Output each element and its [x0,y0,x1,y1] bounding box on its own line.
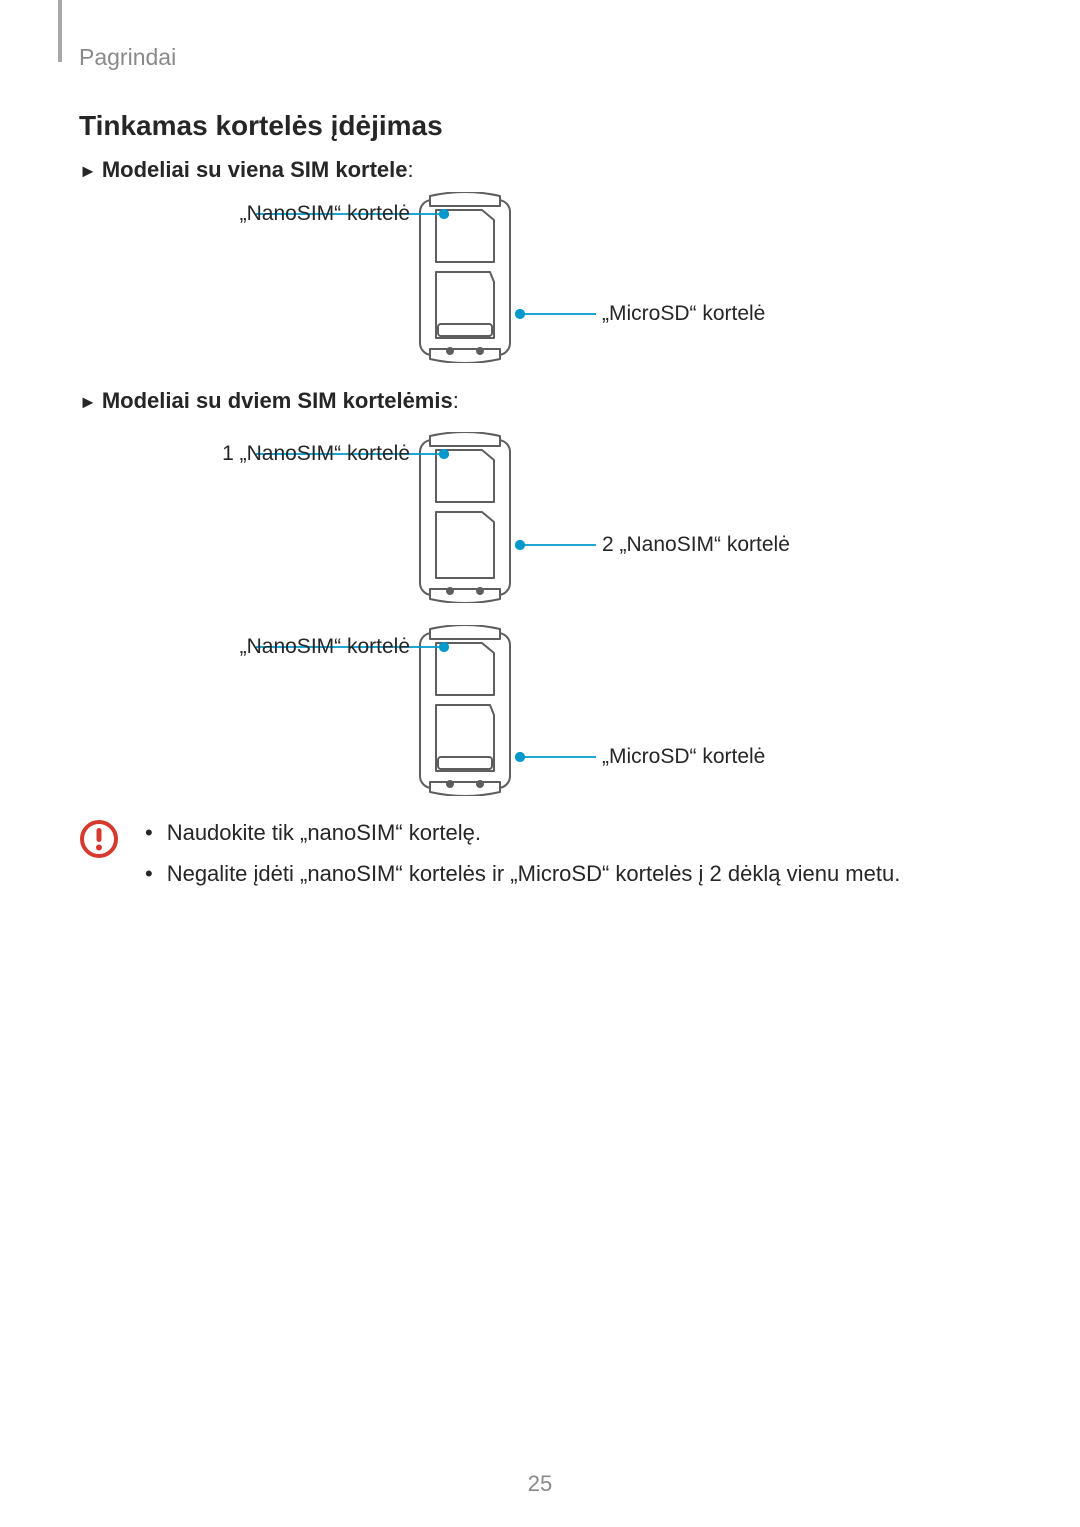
section-heading-dual: ► Modeliai su dviem SIM kortelėmis: [79,388,459,414]
caution-text: Negalite įdėti „nanoSIM“ kortelės ir „Mi… [167,856,901,891]
diagram-dual-sim-1: 1 „NanoSIM“ kortelė 2 „NanoSIM“ kortelė [416,432,514,603]
caution-list: • Naudokite tik „nanoSIM“ kortelę. • Neg… [145,815,900,897]
diagram-dual-sim-2: „NanoSIM“ kortelė „MicroSD“ kortelė [416,625,514,796]
label-nanosim: „NanoSIM“ kortelė [150,635,410,659]
caution-text: Naudokite tik „nanoSIM“ kortelę. [167,815,481,850]
list-item: • Naudokite tik „nanoSIM“ kortelę. [145,815,900,850]
label-nanosim: „NanoSIM“ kortelė [170,202,410,226]
caution-icon [79,819,119,859]
diagram-single-sim: „NanoSIM“ kortelė „MicroSD“ kortelė [416,192,514,363]
triangle-icon: ► [79,392,102,412]
page-tab-mark [58,0,62,62]
triangle-icon: ► [79,161,102,181]
page-number: 25 [0,1471,1080,1497]
sim-tray-icon [416,432,514,603]
sim-tray-icon [416,625,514,796]
label-microsd: „MicroSD“ kortelė [602,745,882,769]
section-heading-single: ► Modeliai su viena SIM kortele: [79,157,414,183]
caution-block: • Naudokite tik „nanoSIM“ kortelę. • Neg… [79,815,900,897]
page-title: Tinkamas kortelės įdėjimas [79,110,443,142]
bullet-icon: • [145,856,153,891]
bullet-icon: • [145,815,153,850]
sim-tray-icon [416,192,514,363]
list-item: • Negalite įdėti „nanoSIM“ kortelės ir „… [145,856,900,891]
label-nanosim-1: 1 „NanoSIM“ kortelė [150,442,410,466]
label-nanosim-2: 2 „NanoSIM“ kortelė [602,533,882,557]
label-microsd: „MicroSD“ kortelė [602,302,862,326]
breadcrumb: Pagrindai [79,44,176,71]
